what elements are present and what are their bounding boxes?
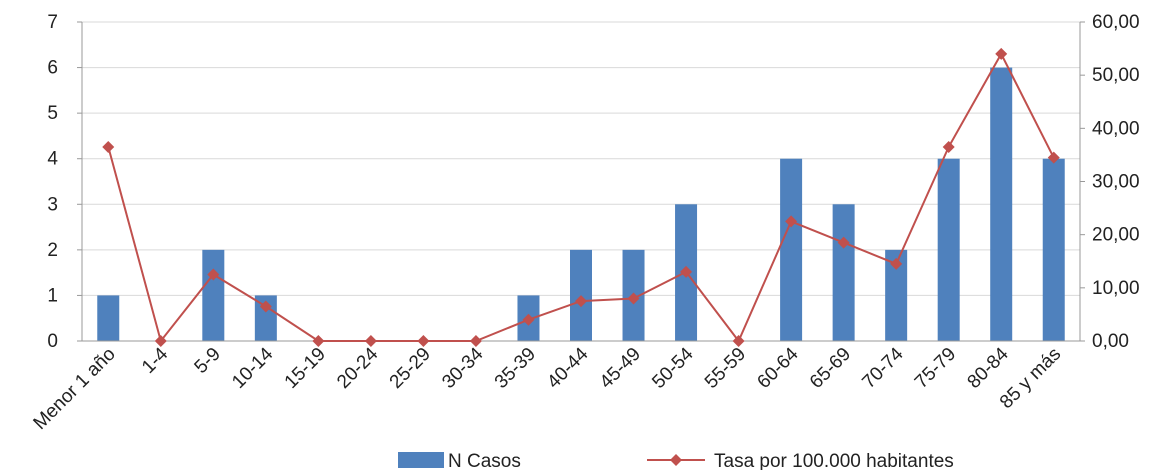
left-tick-label: 6	[47, 58, 58, 79]
right-tick-label: 30,00	[1092, 172, 1140, 193]
legend-label-bar: N Casos	[448, 451, 521, 470]
bar-16	[885, 249, 908, 341]
legend-label-line: Tasa por 100.000 habitantes	[714, 451, 954, 470]
x-axis-ticks: Menor 1 año 1-4 5-9 10-14 15-19 20-24 25-29 30-…	[30, 343, 1066, 434]
x-tick-label: 60-64	[753, 343, 803, 393]
line-point-4	[259, 300, 272, 313]
gridlines	[82, 21, 1080, 296]
right-axis-ticks: 0,00 10,00 20,00 30,00 40,00 50,00 60,00	[1080, 12, 1140, 352]
legend-swatch-bar	[398, 452, 444, 468]
left-axis-ticks: 0 1 2 3 4 5 6 7	[47, 12, 82, 352]
line-point-15	[837, 236, 850, 249]
left-tick-label: 5	[47, 103, 58, 124]
x-tick-label: 30-34	[438, 343, 488, 393]
line-point-17	[942, 140, 955, 153]
line-point-6	[364, 335, 377, 347]
x-tick-label: 70-74	[858, 343, 908, 393]
bar-17	[937, 158, 960, 341]
right-tick-label: 40,00	[1092, 118, 1140, 139]
line-point-16	[890, 257, 903, 270]
x-tick-label: 80-84	[964, 343, 1014, 393]
x-tick-label: 5-9	[191, 344, 225, 378]
line-point-8	[469, 335, 482, 347]
bar-1	[97, 295, 120, 341]
line-point-13	[732, 335, 745, 347]
left-tick-label: 4	[47, 149, 58, 170]
right-tick-label: 50,00	[1092, 65, 1140, 86]
line-series-tasa	[102, 47, 1060, 347]
right-tick-label: 20,00	[1092, 225, 1140, 246]
right-tick-label: 60,00	[1092, 12, 1140, 33]
bar-15	[832, 204, 855, 341]
x-tick-label: 20-24	[333, 343, 383, 393]
line-point-5	[312, 335, 325, 347]
right-tick-label: 10,00	[1092, 278, 1140, 299]
x-tick-label: Menor 1 año	[30, 344, 120, 434]
line-point-19	[1047, 151, 1060, 164]
x-tick-label: 25-29	[386, 344, 435, 393]
line-point-7	[417, 335, 430, 347]
legend-marker-line	[670, 454, 682, 466]
bar-3	[202, 249, 225, 341]
x-tick-label: 45-49	[596, 344, 645, 393]
x-tick-label: 75-79	[911, 344, 960, 393]
x-tick-label: 50-54	[648, 343, 698, 393]
x-tick-label: 1-4	[138, 343, 173, 378]
line-point-14	[785, 215, 798, 228]
line-point-11	[627, 292, 640, 305]
x-tick-label: 10-14	[228, 343, 278, 393]
left-tick-label: 0	[47, 331, 58, 352]
bar-18	[990, 67, 1013, 342]
line-point-2	[154, 335, 167, 347]
line-point-1	[102, 140, 115, 153]
left-tick-label: 2	[47, 240, 58, 261]
left-tick-label: 1	[47, 285, 58, 306]
bar-19	[1042, 158, 1065, 341]
x-tick-label: 65-69	[806, 344, 855, 393]
line-point-3	[207, 268, 220, 281]
line-point-9	[522, 313, 535, 326]
line-point-12	[680, 265, 693, 278]
x-tick-label: 40-44	[543, 343, 593, 393]
line-point-10	[575, 295, 587, 308]
x-tick-label: 15-19	[281, 344, 330, 393]
left-tick-label: 7	[47, 12, 58, 33]
line-point-18	[995, 47, 1008, 60]
bar-14	[780, 158, 803, 341]
left-tick-label: 3	[47, 194, 58, 215]
right-tick-label: 0,00	[1092, 331, 1129, 352]
x-tick-label: 35-39	[491, 344, 540, 393]
legend: N Casos Tasa por 100.000 habitantes	[398, 451, 954, 470]
x-tick-label: 55-59	[701, 344, 750, 393]
